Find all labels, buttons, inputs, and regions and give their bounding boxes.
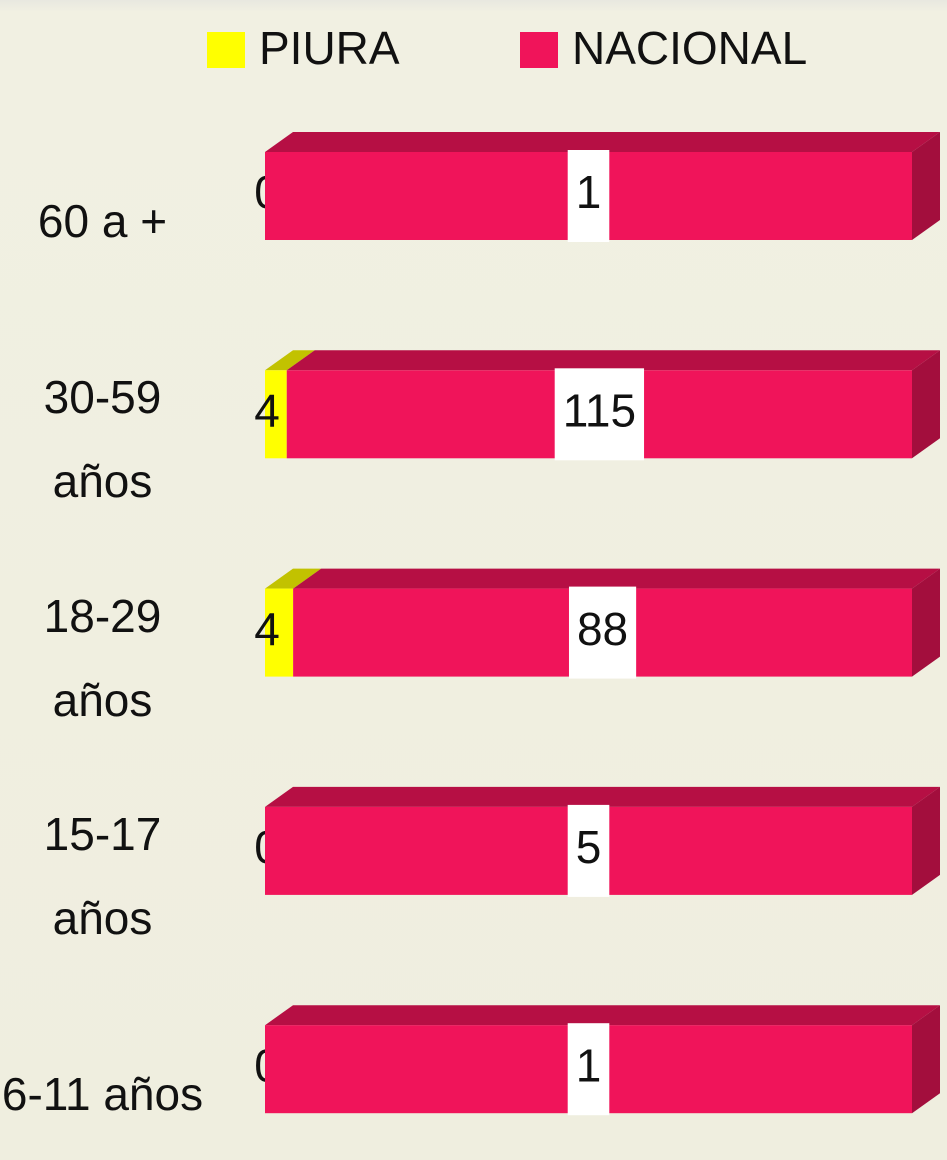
bar	[265, 588, 294, 677]
bar-side	[912, 1005, 940, 1114]
data-label-box	[567, 804, 610, 897]
bar-top	[265, 1005, 940, 1026]
bar-top	[265, 132, 940, 152]
bar-top	[265, 350, 315, 371]
bar-side	[912, 786, 940, 895]
data-label: 5	[576, 821, 602, 873]
bar-top	[286, 350, 940, 371]
data-label: 1	[576, 166, 602, 218]
data-label: 115	[563, 384, 636, 436]
bar-side	[912, 568, 940, 677]
category-label: 6-11 años	[1, 1068, 204, 1121]
category-label: 30-59 años	[43, 371, 162, 508]
bar	[265, 370, 287, 459]
bar-top	[265, 786, 940, 807]
category-label: 18-29 años	[43, 589, 162, 726]
data-label: 1	[576, 1039, 602, 1091]
bar-side	[912, 350, 940, 459]
bar-top	[265, 568, 322, 589]
data-label: 88	[577, 603, 628, 655]
data-label-box	[554, 368, 645, 461]
data-label: 4	[254, 603, 280, 655]
data-label-box	[567, 150, 610, 242]
category-label: 60 a +	[37, 195, 168, 247]
bar-3d	[265, 568, 322, 677]
data-label-box	[567, 1023, 610, 1116]
bar-side	[912, 132, 940, 240]
legend-swatch	[207, 32, 245, 68]
bar-3d	[265, 350, 315, 459]
data-label-box	[568, 586, 637, 679]
data-label: 4	[254, 384, 280, 436]
category-label: 15-17 años	[43, 807, 162, 944]
legend-label: PIURA	[259, 22, 400, 74]
legend-label: NACIONAL	[572, 22, 807, 74]
bar-top	[293, 568, 940, 589]
legend-swatch	[520, 32, 558, 68]
